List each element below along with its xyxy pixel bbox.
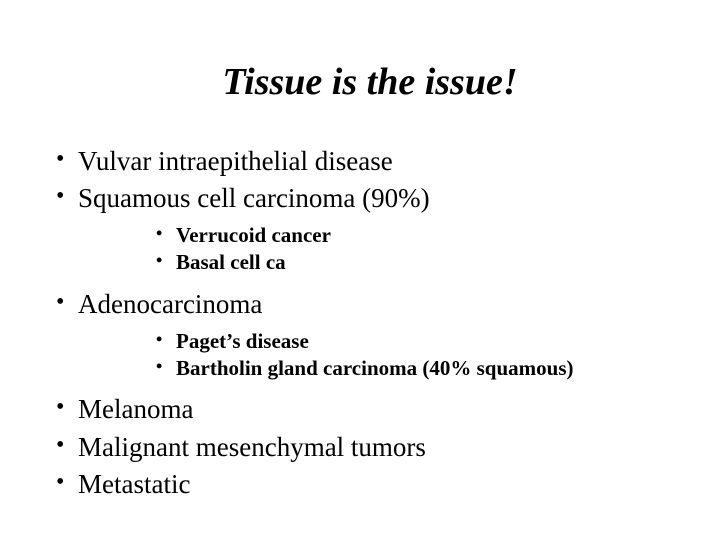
list-item: Paget’s disease (78, 328, 690, 355)
list-item: Squamous cell carcinoma (90%) Verrucoid … (50, 181, 690, 277)
bullet-list-level2: Paget’s disease Bartholin gland carcinom… (78, 328, 690, 383)
list-item-label: Adenocarcinoma (78, 289, 262, 319)
list-item: Basal cell ca (78, 249, 690, 276)
list-item: Melanoma (50, 392, 690, 427)
list-item: Adenocarcinoma Paget’s disease Bartholin… (50, 287, 690, 383)
list-item: Metastatic (50, 467, 690, 502)
list-item: Bartholin gland carcinoma (40% squamous) (78, 355, 690, 382)
list-item-label: Squamous cell carcinoma (90%) (78, 183, 430, 213)
list-item: Vulvar intraepithelial disease (50, 144, 690, 179)
bullet-list-level2: Verrucoid cancer Basal cell ca (78, 222, 690, 277)
list-item: Verrucoid cancer (78, 222, 690, 249)
bullet-list-level1: Vulvar intraepithelial disease Squamous … (50, 144, 690, 502)
list-item: Malignant mesenchymal tumors (50, 430, 690, 465)
slide-title: Tissue is the issue! (50, 60, 690, 104)
slide: Tissue is the issue! Vulvar intraepithel… (0, 0, 720, 540)
